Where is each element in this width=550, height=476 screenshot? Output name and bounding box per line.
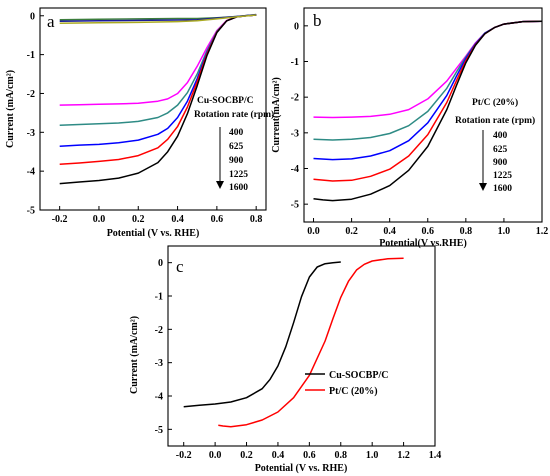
panel-b-x-tick-label: 0.2	[345, 226, 358, 237]
panel-c-x-tick-label: 1.4	[429, 450, 442, 461]
panel-c-x-tick-label: 1.2	[397, 450, 410, 461]
panel-a-rate-1600: 1600	[229, 183, 248, 193]
panel-a-x-tick-label: 0.0	[93, 214, 106, 225]
panel-b-x-tick-label: 0.4	[383, 226, 396, 237]
panel-c-x-tick-label: 0.2	[240, 450, 253, 461]
panel-a-y-tick-label: -5	[27, 206, 35, 217]
panel-a-rate-900: 900	[229, 156, 244, 166]
panel-a-series-4-line	[59, 14, 257, 185]
panel-b-series-4-line	[313, 20, 543, 202]
panel-b-series	[313, 20, 543, 202]
panel-c-x-tick-label: 0.8	[335, 450, 348, 461]
panel-a-x-tick-label: 0.4	[171, 214, 184, 225]
panel-c-x-tick-label: 1.0	[366, 450, 379, 461]
panel-a-x-tick-label: 0.6	[211, 214, 224, 225]
panel-a-series-1-line	[59, 14, 257, 127]
down-arrow-icon	[216, 127, 224, 189]
panel-a-ticks: -0.2 0.0 0.2 0.4 0.6 0.8 0 -1 -2 -3 -4 -5	[27, 11, 263, 225]
panel-b-rate-1600: 1600	[493, 184, 512, 194]
panel-a-x-tick-label: -0.2	[52, 214, 68, 225]
panel-a-y-tick-label: -3	[27, 128, 35, 139]
legend-label-cu-socbp: Cu-SOCBP/C	[329, 370, 388, 381]
panel-a-plot-frame	[39, 7, 267, 211]
panel-c-y-tick-label: -1	[155, 292, 163, 303]
panel-b-x-tick-label: 0.8	[460, 226, 473, 237]
panel-a-x-tick-label: 0.2	[132, 214, 145, 225]
panel-b-y-tick-label: 0	[294, 21, 299, 32]
panel-c-series-0-line	[183, 261, 341, 408]
chart-panel-b: 0.0 0.2 0.4 0.6 0.8 1.0 1.2 0 -1 -2 -3 -4 -5 b Poten…	[271, 7, 549, 249]
panel-c-series	[183, 257, 404, 428]
panel-a-x-axis-title: Potential (V vs. RHE)	[107, 228, 200, 239]
panel-a-annotation-subtitle: Rotation rate (rpm)	[194, 109, 274, 120]
panel-b-plot-frame	[303, 7, 543, 223]
panel-a-series	[59, 13, 257, 185]
panel-c-y-tick-label: -4	[155, 392, 163, 403]
panel-c-letter: c	[176, 257, 184, 276]
panel-b-rate-400: 400	[493, 131, 508, 141]
panel-a-series-2-line	[59, 14, 257, 148]
panel-b-rate-625: 625	[493, 145, 508, 155]
panel-c-series-1-line	[218, 257, 404, 428]
panel-b-y-tick-label: -2	[291, 93, 299, 104]
chart-panel-a: -0.2 0.0 0.2 0.4 0.6 0.8 0 -1 -2 -3 -4 -5 a Potenti…	[5, 7, 274, 239]
down-arrow-icon	[479, 130, 487, 191]
panel-a-y-tick-label: -1	[27, 50, 35, 61]
panel-a-series-3-line	[59, 14, 257, 165]
panel-c-plot-frame	[167, 245, 436, 447]
panel-a-y-axis-title: Current (mA/cm²)	[5, 70, 16, 148]
panel-b-annotation-subtitle: Rotation rate (rpm)	[455, 115, 535, 126]
panel-a-letter: a	[47, 12, 55, 31]
panel-b-y-tick-label: -4	[291, 164, 299, 175]
panel-a-rate-625: 625	[229, 142, 244, 152]
panel-a-x-tick-label: 0.8	[250, 214, 263, 225]
panel-b-y-tick-label: -5	[291, 200, 299, 211]
panel-a-rate-400: 400	[229, 128, 244, 138]
panel-b-y-tick-label: -1	[291, 57, 299, 68]
panel-b-x-axis-title: Potential(V vs.RHE)	[379, 238, 467, 249]
panel-b-y-axis-title: Current(mA/cm²)	[271, 77, 282, 153]
legend-label-pt-c: Pt/C (20%)	[329, 386, 378, 397]
panel-c-x-axis-title: Potential (V vs. RHE)	[255, 463, 348, 474]
panel-b-x-tick-label: 1.2	[536, 226, 549, 237]
panel-b-x-tick-label: 1.0	[498, 226, 511, 237]
panel-a-y-tick-label: 0	[30, 11, 35, 22]
panel-c-ticks: -0.2 0.0 0.2 0.4 0.6 0.8 1.0 1.2 1.4 0 -1 -2 -3 -4 -5	[155, 258, 442, 461]
panel-c-y-tick-label: -5	[155, 425, 163, 436]
panel-c-x-tick-label: 0.0	[209, 450, 222, 461]
panel-b-rate-900: 900	[493, 158, 508, 168]
panel-c-x-tick-label: 0.6	[303, 450, 316, 461]
panel-a-series-0-line	[59, 14, 257, 106]
panel-b-y-tick-label: -3	[291, 128, 299, 139]
panel-b-ticks: 0.0 0.2 0.4 0.6 0.8 1.0 1.2 0 -1 -2 -3 -4 -5	[291, 21, 549, 237]
panel-c-y-tick-label: -3	[155, 358, 163, 369]
panel-a-rate-1225: 1225	[229, 170, 248, 180]
panel-b-x-tick-label: 0.6	[422, 226, 435, 237]
panel-b-letter: b	[313, 11, 322, 30]
panel-a-y-tick-label: -2	[27, 89, 35, 100]
panel-c-x-tick-label: -0.2	[176, 450, 192, 461]
panel-c-legend: Cu-SOCBP/C Pt/C (20%)	[305, 370, 388, 397]
panel-b-rate-1225: 1225	[493, 171, 512, 181]
panel-c-y-axis-title: Current (mA/cm²)	[129, 316, 140, 394]
panel-c-x-tick-label: 0.4	[272, 450, 285, 461]
panel-b-x-tick-label: 0.0	[307, 226, 320, 237]
panel-b-annotation-title: Pt/C (20%)	[472, 97, 518, 108]
panel-a-annotation-title: Cu-SOCBP/C	[197, 96, 254, 106]
chart-panel-c: -0.2 0.0 0.2 0.4 0.6 0.8 1.0 1.2 1.40-1-2-3-4-5 …	[129, 245, 442, 474]
panel-a-y-tick-label: -4	[27, 167, 35, 178]
panel-c-y-tick-label: 0	[158, 258, 163, 269]
panel-c-y-tick-label: -2	[155, 325, 163, 336]
panel-a-series-7-line	[59, 14, 257, 24]
